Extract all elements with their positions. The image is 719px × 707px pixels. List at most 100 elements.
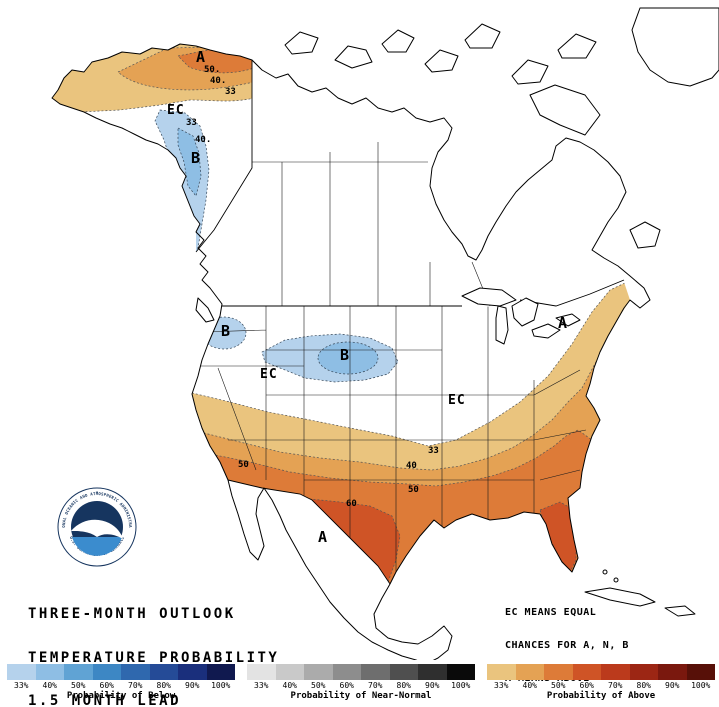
above-swatch-50%: [544, 664, 573, 680]
below-labels: 33% 40% 50% 60% 70% 80% 90% 100%: [7, 681, 235, 690]
below-caption: Probability of Below: [66, 691, 176, 701]
above-swatch-100%: [686, 664, 715, 680]
title-line: TEMPERATURE PROBABILITY: [28, 649, 280, 666]
title-line: THREE-MONTH OUTLOOK: [28, 606, 236, 622]
near-normal-swatch-40%: [275, 664, 304, 680]
above-swatch-40%: [515, 664, 544, 680]
below-label: 33%: [14, 681, 29, 690]
map-annotation-contour-33: 33: [428, 446, 439, 456]
near-normal-caption: Probability of Near-Normal: [290, 691, 432, 701]
map-annotation-letter-a: A: [558, 314, 568, 332]
above-label: 70%: [608, 681, 623, 690]
above-label: 90%: [665, 681, 680, 690]
legend-note-line: CHANCES FOR A, N, B: [505, 640, 629, 651]
continent-outline: [51, 43, 651, 660]
arctic-island: [557, 33, 597, 59]
arctic-island: [424, 49, 459, 73]
above-label: 100%: [691, 681, 711, 690]
islands: [195, 7, 719, 617]
near-normal-label: 60%: [339, 681, 354, 690]
near-normal-labels: 33% 40% 50% 60% 70% 80% 90% 100%: [247, 681, 475, 690]
us-mexico-border: [227, 479, 391, 585]
map-annotation-ec-ec: EC: [167, 103, 185, 118]
arctic-island: [511, 59, 549, 85]
near-normal-swatch-100%: [446, 664, 475, 680]
near-normal-swatch-70%: [361, 664, 390, 680]
arctic-island: [334, 45, 373, 69]
near-normal-label: 70%: [368, 681, 383, 690]
map-annotation-contour-50: 50: [408, 485, 419, 495]
near-normal-swatches: [247, 664, 475, 680]
below-swatch-40%: [35, 664, 64, 680]
below-swatch-33%: [7, 664, 36, 680]
below-swatch-100%: [206, 664, 235, 680]
above-swatch-80%: [629, 664, 658, 680]
greenland: [631, 7, 719, 87]
colorbar-above: 33% 40% 50% 60% 70% 80% 90% 100% Probability of …: [487, 664, 715, 701]
alaska-regions: [52, 44, 252, 252]
above-label: 40%: [522, 681, 537, 690]
arctic-island: [284, 31, 319, 55]
below-swatch-70%: [121, 664, 150, 680]
above-swatches: [487, 664, 715, 680]
below-swatch-50%: [64, 664, 93, 680]
us-state-borders: [194, 306, 587, 584]
near-normal-label: 50%: [311, 681, 326, 690]
south-above-60-region: [261, 491, 401, 583]
north-america-map: [51, 7, 719, 660]
map-annotation-letter-b: B: [191, 149, 201, 167]
lake-erie: [531, 323, 561, 339]
near-normal-swatch-60%: [332, 664, 361, 680]
colorbar-below: 33% 40% 50% 60% 70% 80% 90% 100% Probability of …: [7, 664, 235, 701]
near-normal-label: 80%: [396, 681, 411, 690]
below-label: 80%: [156, 681, 171, 690]
above-swatch-70%: [601, 664, 630, 680]
us-canada-border: [222, 279, 625, 307]
title-line: 1.5 MONTH LEAD: [28, 693, 182, 707]
map-annotation-contour-33: 33: [186, 118, 197, 128]
map-annotation-ec-ec: EC: [448, 393, 466, 408]
baffin-island: [529, 84, 601, 136]
arctic-island: [464, 23, 501, 49]
bahamas-island: [602, 569, 608, 575]
above-caption: Probability of Above: [546, 691, 656, 701]
lake-ontario: [555, 313, 581, 327]
above-swatch-90%: [658, 664, 687, 680]
colorbar-near-normal: 33% 40% 50% 60% 70% 80% 90% 100% Probability of …: [247, 664, 475, 701]
below-label: 40%: [42, 681, 57, 690]
lake-michigan: [495, 305, 509, 345]
map-annotation-contour-40: 40.: [210, 76, 227, 86]
florida-above-60-region: [539, 501, 577, 573]
arctic-island: [381, 29, 415, 53]
near-normal-swatch-90%: [418, 664, 447, 680]
vancouver-island: [195, 297, 215, 323]
title-block: THREE-MONTH OUTLOOK TEMPERATURE PROBABIL…: [28, 578, 279, 707]
near-normal-swatch-50%: [304, 664, 333, 680]
map-annotation-letter-b: B: [340, 346, 350, 364]
noaa-bird-icon: [71, 519, 123, 539]
above-label: 33%: [494, 681, 509, 690]
map-annotation-ec-ec: EC: [260, 367, 278, 382]
map-annotation-contour-50: 50: [238, 460, 249, 470]
below-swatch-60%: [92, 664, 121, 680]
canada-province-borders: [252, 142, 491, 307]
map-annotation-contour-40: 40.: [195, 135, 212, 145]
map-annotation-contour-40: 40: [406, 461, 417, 471]
noaa-seal: NATIONAL OCEANIC AND ATMOSPHERIC ADMINIS…: [56, 483, 137, 567]
legend-note-line: EC MEANS EQUAL: [505, 607, 597, 618]
map-annotation-letter-b: B: [221, 322, 231, 340]
near-normal-swatch-33%: [247, 664, 276, 680]
near-normal-label: 100%: [451, 681, 471, 690]
below-label: 90%: [185, 681, 200, 690]
newfoundland: [629, 221, 661, 249]
noaa-seal-sea: [72, 537, 122, 556]
above-label: 80%: [636, 681, 651, 690]
map-annotation-letter-a: A: [318, 528, 328, 546]
above-label: 50%: [551, 681, 566, 690]
above-label: 60%: [579, 681, 594, 690]
below-label: 50%: [71, 681, 86, 690]
bahamas-island: [613, 577, 619, 583]
below-label: 100%: [211, 681, 231, 690]
alaska-canada-border: [195, 60, 253, 253]
noaa-logo: NATIONAL OCEANIC AND ATMOSPHERIC ADMINIS…: [56, 483, 137, 567]
